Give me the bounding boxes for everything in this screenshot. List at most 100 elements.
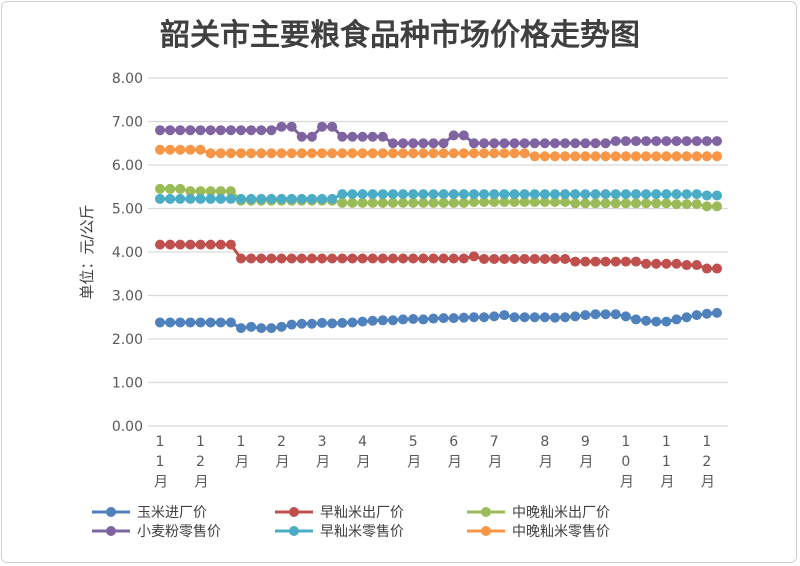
data-point (600, 151, 611, 162)
data-point (225, 186, 236, 197)
data-point (580, 151, 591, 162)
data-point (256, 253, 267, 264)
data-point (398, 138, 409, 149)
data-point (641, 198, 652, 209)
data-point (195, 144, 206, 155)
data-point (246, 321, 257, 332)
data-point (489, 148, 500, 159)
data-point (225, 317, 236, 328)
data-point (489, 253, 500, 264)
data-point (408, 189, 419, 200)
data-point (155, 144, 165, 155)
series-0 (155, 307, 722, 334)
data-point (560, 138, 571, 149)
data-point (610, 136, 621, 147)
data-point (387, 197, 398, 208)
data-point (630, 256, 641, 267)
data-point (620, 136, 631, 147)
data-point (691, 136, 702, 147)
data-point (428, 138, 439, 149)
data-point (630, 314, 641, 325)
data-point (499, 196, 510, 207)
data-point (519, 189, 530, 200)
data-point (398, 253, 409, 264)
data-point (448, 189, 459, 200)
data-point (317, 121, 328, 132)
data-point (549, 196, 560, 207)
data-point (641, 136, 652, 147)
data-point (479, 189, 490, 200)
data-point (681, 260, 692, 271)
data-point (590, 138, 601, 149)
data-point (286, 121, 297, 132)
data-point (519, 253, 530, 264)
gridlines (148, 77, 728, 427)
data-point (549, 253, 560, 264)
legend-marker-icon (481, 507, 491, 517)
data-point (286, 319, 297, 330)
data-point (499, 148, 510, 159)
data-point (428, 253, 439, 264)
data-point (347, 197, 358, 208)
data-point (448, 253, 459, 264)
data-point (570, 189, 581, 200)
data-point (367, 253, 378, 264)
data-point (317, 317, 328, 328)
data-point (539, 138, 550, 149)
data-point (671, 258, 682, 269)
data-point (215, 186, 226, 197)
y-tick-label: 6.00 (112, 158, 143, 174)
data-point (418, 189, 429, 200)
series-group (155, 121, 722, 334)
data-point (600, 189, 611, 200)
legend-label: 中晚籼米出厂价 (512, 505, 610, 521)
data-point (600, 309, 611, 320)
data-point (246, 193, 257, 204)
data-point (266, 125, 277, 136)
data-point (529, 253, 540, 264)
data-point (681, 312, 692, 323)
data-point (712, 263, 722, 274)
data-point (205, 239, 216, 250)
data-point (337, 148, 348, 159)
data-point (641, 189, 652, 200)
legend-item: 早籼米零售价 (275, 524, 404, 540)
y-axis-label: 单位：元/公斤 (78, 204, 96, 299)
data-point (185, 125, 196, 136)
data-point (610, 309, 621, 320)
data-point (215, 239, 226, 250)
data-point (499, 138, 510, 149)
data-point (620, 189, 631, 200)
data-point (337, 189, 348, 200)
data-point (458, 312, 469, 323)
data-point (661, 136, 672, 147)
data-point (651, 151, 662, 162)
data-point (701, 190, 712, 201)
data-point (519, 148, 530, 159)
data-point (225, 239, 236, 250)
data-point (529, 138, 540, 149)
data-point (701, 201, 712, 212)
data-point (458, 189, 469, 200)
data-point (387, 253, 398, 264)
data-point (620, 256, 631, 267)
data-point (337, 197, 348, 208)
data-point (347, 253, 358, 264)
data-point (489, 189, 500, 200)
data-point (418, 253, 429, 264)
data-point (408, 148, 419, 159)
data-point (529, 312, 540, 323)
data-point (630, 136, 641, 147)
data-point (691, 151, 702, 162)
data-point (448, 148, 459, 159)
data-point (479, 138, 490, 149)
data-point (570, 256, 581, 267)
data-point (610, 189, 621, 200)
data-point (306, 193, 317, 204)
data-point (479, 196, 490, 207)
data-point (570, 138, 581, 149)
data-point (539, 312, 550, 323)
data-point (337, 317, 348, 328)
data-point (205, 186, 216, 197)
